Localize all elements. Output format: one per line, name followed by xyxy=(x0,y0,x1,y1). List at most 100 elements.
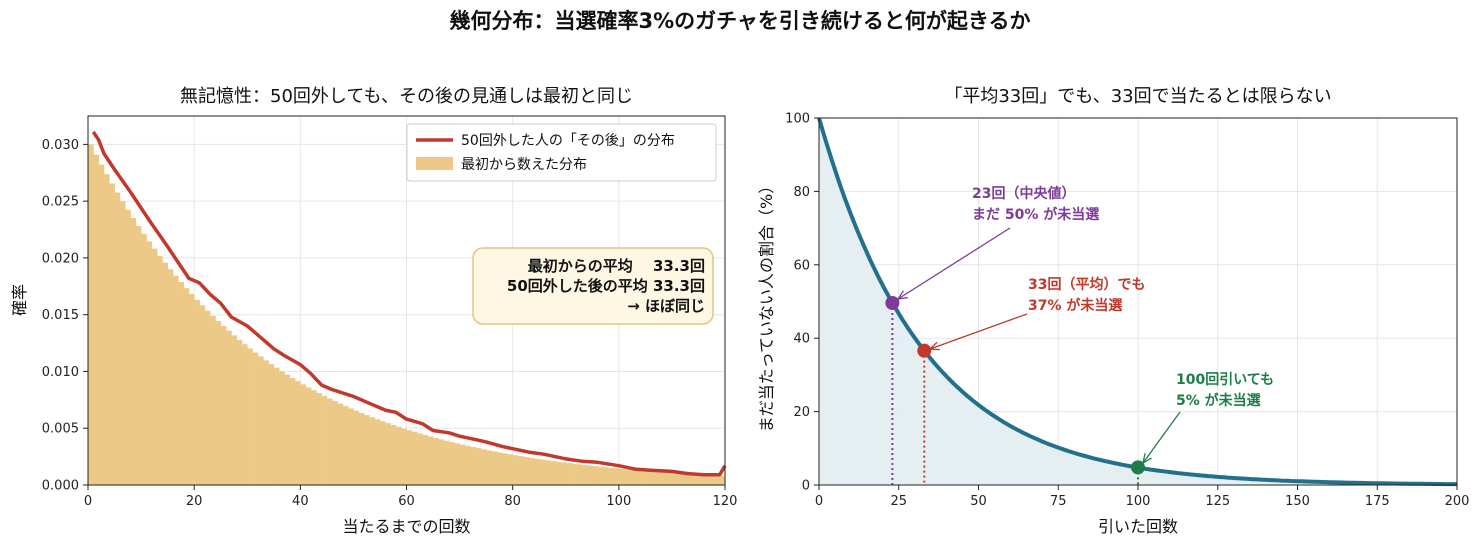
survival-area xyxy=(819,118,1457,485)
left-chart-title: 無記憶性：50回外しても、その後の見通しは最初と同じ xyxy=(180,86,633,107)
histogram-bar xyxy=(475,448,482,485)
x-tick-label: 150 xyxy=(1285,494,1310,509)
histogram-bar xyxy=(698,474,705,485)
x-tick-label: 40 xyxy=(292,494,309,509)
histogram-bar xyxy=(178,282,184,485)
histogram-bar xyxy=(565,463,572,485)
histogram-bar xyxy=(390,424,397,485)
histogram-bar xyxy=(571,463,577,485)
histogram-bar xyxy=(395,426,402,485)
histogram-bar xyxy=(613,468,620,485)
histogram-bar xyxy=(592,466,598,485)
histogram-bar xyxy=(364,415,370,485)
histogram-bar xyxy=(528,457,535,485)
histogram-bar xyxy=(491,451,498,485)
histogram-bar xyxy=(135,226,142,486)
y-tick-label: 0.000 xyxy=(42,479,79,494)
histogram-bar xyxy=(300,384,307,485)
histogram-bar xyxy=(348,408,354,485)
legend-box xyxy=(406,123,717,182)
histogram-bar xyxy=(555,461,561,485)
histogram-bar xyxy=(677,473,683,485)
median-annotation-text: まだ 50% が未当選 xyxy=(972,206,1099,223)
x-tick-label: 0 xyxy=(815,494,823,509)
histogram-bar xyxy=(98,164,105,485)
histogram-bar xyxy=(172,275,179,485)
histogram-bar xyxy=(321,395,328,485)
y-tick-label: 40 xyxy=(793,332,810,347)
histogram-bar xyxy=(486,450,492,485)
histogram-bar xyxy=(459,444,466,485)
histogram-bar xyxy=(125,209,131,485)
histogram-bar xyxy=(640,470,646,485)
median-annotation-text: 23回（中央値） xyxy=(972,185,1075,202)
histogram-bar xyxy=(549,460,556,485)
histogram-bar xyxy=(369,417,376,485)
histogram-bar xyxy=(464,445,471,485)
histogram-bar xyxy=(146,241,153,485)
histogram-bar xyxy=(709,475,715,485)
histogram-bar xyxy=(655,471,662,485)
histogram-bar xyxy=(507,454,514,485)
y-tick-label: 0.010 xyxy=(42,365,79,380)
right-chart-title: 「平均33回」でも、33回で当たるとは限らない xyxy=(944,86,1331,107)
histogram-bar xyxy=(438,439,445,485)
histogram-bar xyxy=(167,269,174,485)
histogram-bar xyxy=(523,456,529,485)
x-tick-label: 25 xyxy=(890,494,907,509)
histogram-bar xyxy=(703,475,710,485)
histogram-bar xyxy=(618,468,625,485)
y-tick-label: 0.020 xyxy=(42,251,79,266)
histogram-bar xyxy=(671,473,678,485)
histogram-bar xyxy=(199,305,206,485)
histogram-bar xyxy=(374,419,381,485)
histogram-bar xyxy=(247,348,253,485)
histogram-bar xyxy=(353,410,360,485)
mean-annotation-text: 37% が未当選 xyxy=(1028,297,1122,314)
histogram-bar xyxy=(560,462,567,485)
mean-arrow-head xyxy=(928,341,940,351)
histogram-bar xyxy=(231,335,238,485)
histogram-bar xyxy=(666,472,673,485)
stat-annotation-line: 50回外した後の平均 33.3回 xyxy=(507,277,705,295)
histogram-bar xyxy=(337,403,344,485)
histogram-bar xyxy=(157,255,163,485)
histogram-bar xyxy=(693,474,699,485)
histogram-bar xyxy=(443,440,450,485)
histogram-bar xyxy=(109,183,115,486)
hundred-marker xyxy=(1131,460,1145,475)
legend-label-hist: 最初から数えた分布 xyxy=(461,156,587,173)
y-tick-label: 0 xyxy=(802,479,810,494)
histogram-bar xyxy=(629,469,636,485)
histogram-bar xyxy=(661,472,668,485)
histogram-bar xyxy=(608,467,614,485)
histogram-bar xyxy=(586,465,593,485)
y-tick-label: 0.005 xyxy=(42,422,79,437)
histogram-bar xyxy=(385,423,391,485)
histogram-bar xyxy=(151,248,158,485)
y-tick-label: 80 xyxy=(793,185,810,200)
right-chart-panel: 23回（中央値） まだ 50% が未当選 33回（平均）でも 37% が未当選 100回… xyxy=(757,86,1469,536)
histogram-bar xyxy=(119,201,126,485)
histogram-bar xyxy=(241,344,248,485)
legend-label-memoryless: 50回外した人の「その後」の分布 xyxy=(461,133,675,149)
histogram-bar xyxy=(226,330,232,485)
left-x-axis-label: 当たるまでの回数 xyxy=(342,517,470,536)
histogram-bar xyxy=(539,459,545,485)
memoryless-series-line xyxy=(91,130,727,477)
histogram-bar xyxy=(454,443,460,485)
histogram-bar xyxy=(342,406,349,485)
x-tick-label: 75 xyxy=(1050,494,1067,509)
median-marker xyxy=(885,295,900,310)
x-tick-label: 125 xyxy=(1205,494,1230,509)
histogram-bar xyxy=(624,469,630,485)
histogram-bar xyxy=(93,154,100,485)
histogram-bar xyxy=(645,471,652,485)
histogram-bar xyxy=(581,464,588,485)
histogram-bar xyxy=(141,233,147,485)
x-tick-label: 100 xyxy=(1126,494,1151,509)
hundred-annotation-text: 5% が未当選 xyxy=(1176,392,1261,409)
hundred-arrow-line xyxy=(1142,411,1181,464)
stat-annotation-line: 最初からの平均 33.3回 xyxy=(528,257,705,275)
histogram-bar xyxy=(183,288,190,485)
